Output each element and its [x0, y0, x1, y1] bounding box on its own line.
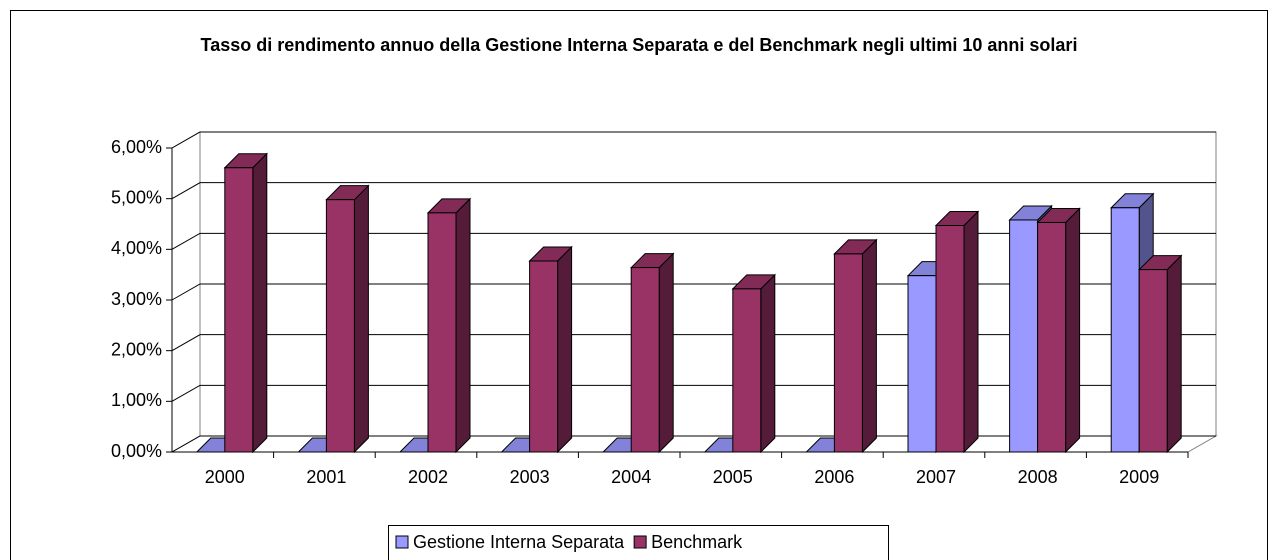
bar-front	[1138, 269, 1168, 453]
bar	[223, 152, 269, 454]
x-tick-label: 2006	[814, 467, 854, 487]
legend-swatch	[395, 535, 409, 549]
x-tick-label: 2001	[306, 467, 346, 487]
bar	[629, 252, 675, 454]
bar-side	[353, 184, 369, 454]
bar-side	[557, 245, 573, 454]
bar	[1137, 254, 1183, 454]
bar-side	[455, 197, 471, 454]
chart-title: Tasso di rendimento annuo della Gestione…	[200, 35, 1078, 55]
bar-front	[224, 167, 254, 453]
bar-side	[1065, 207, 1081, 454]
x-tick-label: 2003	[510, 467, 550, 487]
bar-side	[1166, 254, 1182, 454]
x-tick-label: 2004	[611, 467, 651, 487]
bar	[426, 197, 472, 454]
grid-line	[171, 384, 1216, 402]
bar-side	[963, 210, 979, 454]
legend-label: Benchmark	[651, 532, 743, 552]
bar-front	[1037, 221, 1067, 453]
bar	[528, 245, 573, 454]
grid-line	[171, 334, 1216, 352]
x-tick-label: 2000	[205, 467, 245, 487]
y-tick-label: 4,00%	[111, 238, 162, 258]
bar-front	[630, 267, 660, 453]
bar-front	[427, 212, 457, 453]
grid-line	[171, 182, 1216, 200]
bar-front	[1009, 219, 1039, 453]
bar-front	[732, 288, 762, 453]
bar	[325, 184, 370, 454]
bar-front	[529, 260, 559, 453]
y-tick-label: 0,00%	[111, 441, 162, 461]
bar-side	[252, 152, 268, 454]
x-tick-label: 2002	[408, 467, 448, 487]
grid-line	[171, 131, 1216, 149]
bar-side	[760, 273, 776, 454]
bar	[731, 273, 777, 454]
bar	[1036, 207, 1081, 454]
grid-line	[171, 283, 1216, 301]
x-tick-label: 2008	[1018, 467, 1058, 487]
legend-label: Gestione Interna Separata	[413, 532, 625, 552]
bar-front	[325, 199, 355, 453]
bar	[934, 210, 980, 454]
grid-line	[171, 232, 1216, 250]
bar-front	[907, 275, 937, 453]
x-tick-label: 2005	[713, 467, 753, 487]
x-tick-label: 2007	[916, 467, 956, 487]
y-tick-label: 5,00%	[111, 187, 162, 207]
y-tick-label: 2,00%	[111, 339, 162, 359]
bar	[833, 238, 878, 454]
grid-line	[171, 435, 1216, 453]
y-tick-label: 6,00%	[111, 137, 162, 157]
bar-side	[658, 252, 674, 454]
y-tick-label: 1,00%	[111, 390, 162, 410]
x-tick-label: 2009	[1119, 467, 1159, 487]
chart-frame	[10, 10, 1268, 560]
bar-side	[861, 238, 877, 454]
bar-front	[935, 225, 965, 453]
bar-front	[1110, 207, 1140, 453]
legend-swatch	[633, 535, 647, 549]
y-tick-label: 3,00%	[111, 289, 162, 309]
bar-front	[833, 253, 863, 453]
